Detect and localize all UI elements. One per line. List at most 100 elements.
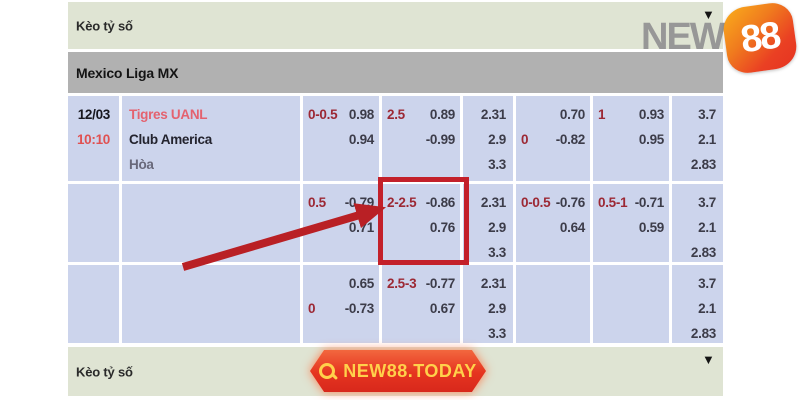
odds-label: 2.5	[387, 107, 405, 122]
odds-value: 0.98	[348, 107, 374, 122]
handicap-cell[interactable]: 0.5 -0.79 0.71	[303, 184, 379, 262]
over-under-cell[interactable]: 2.5-3 -0.77 0.67	[382, 265, 460, 343]
odds-line: 0.65	[303, 271, 379, 296]
league-title: Mexico Liga MX	[76, 64, 179, 81]
odds-line: 0.70	[516, 102, 590, 127]
handicap-cell[interactable]: 0-0.5 -0.76 0.64	[516, 184, 590, 262]
odds-label: 1	[598, 107, 606, 122]
odds-line: 0.64	[516, 215, 590, 240]
league-header-bar: Mexico Liga MX	[68, 52, 723, 93]
odds-value: 2.83	[690, 245, 716, 260]
date-cell	[68, 184, 119, 262]
odds-label: 0-0.5	[308, 107, 338, 122]
score-odds-header-bar: Kèo tỷ số	[68, 2, 723, 49]
handicap-cell[interactable]: 0.70 0 -0.82	[516, 96, 590, 181]
odds-value: -0.73	[344, 301, 375, 316]
odds-label: 0.5	[308, 195, 326, 210]
odds-line: 0.5-1 -0.71	[593, 190, 669, 215]
odds-1x2-cell[interactable]: 2.31 2.9 3.3	[463, 96, 513, 181]
odds-value: 2.1	[698, 301, 716, 316]
odds-line: 0.71	[303, 215, 379, 240]
odds-value: 3.3	[488, 326, 506, 341]
odds-label: 0-0.5	[521, 195, 551, 210]
odds-value: 2.9	[488, 132, 506, 147]
odds-value: 0.59	[638, 220, 664, 235]
site-button-wrap: NEW88.TODAY	[310, 350, 486, 392]
match-date: 12/03	[77, 107, 111, 122]
new88-logo-badge-number: 88	[738, 14, 782, 61]
teams-cell: Tigres UANL Club America Hòa	[122, 96, 300, 181]
new88-today-button-label: NEW88.TODAY	[343, 360, 477, 381]
score-odds-footer-title: Kèo tỷ số	[76, 364, 133, 379]
over-under-cell[interactable]: 1 0.93 0.95	[593, 96, 669, 181]
odds-line: 2-2.5 -0.86	[382, 190, 460, 215]
over-under-cell[interactable]	[593, 265, 669, 343]
date-cell	[68, 265, 119, 343]
odds-value: 2.31	[480, 195, 506, 210]
handicap-cell[interactable]: 0.65 0 -0.73	[303, 265, 379, 343]
odds-value: 0.71	[348, 220, 374, 235]
odds-value: 2.9	[488, 220, 506, 235]
score-odds-header-title: Kèo tỷ số	[76, 18, 133, 33]
odds-1x2-cell[interactable]: 3.7 2.1 2.83	[672, 96, 723, 181]
odds-1x2-cell[interactable]: 2.31 2.9 3.3	[463, 184, 513, 262]
handicap-cell[interactable]	[516, 265, 590, 343]
odds-value: 0.76	[429, 220, 455, 235]
over-under-cell[interactable]: 2.5 0.89 -0.99	[382, 96, 460, 181]
odds-value: 2.83	[690, 157, 716, 172]
odds-table: 12/03 10:10 Tigres UANL Club America Hòa 0-0.…	[68, 96, 723, 343]
odds-line: 2.5-3 -0.77	[382, 271, 460, 296]
collapse-top-chevron-down-icon[interactable]: ▼	[702, 7, 715, 22]
odds-value: 0.95	[638, 132, 664, 147]
date-cell: 12/03 10:10	[68, 96, 119, 181]
odds-label: 0	[308, 301, 316, 316]
odds-value: -0.86	[425, 195, 456, 210]
search-icon	[319, 363, 336, 379]
odds-value: -0.79	[344, 195, 375, 210]
odds-value: -0.76	[555, 195, 586, 210]
odds-1x2-cell[interactable]: 2.31 2.9 3.3	[463, 265, 513, 343]
odds-line: 1 0.93	[593, 102, 669, 127]
odds-1x2-cell[interactable]: 3.7 2.1 2.83	[672, 184, 723, 262]
odds-value: 2.1	[698, 220, 716, 235]
odds-value: 0.93	[638, 107, 664, 122]
odds-value: 3.7	[698, 276, 716, 291]
odds-value: 2.83	[690, 326, 716, 341]
odds-value: 0.65	[348, 276, 374, 291]
odds-line: 0.76	[382, 215, 460, 240]
odds-value: 0.94	[348, 132, 374, 147]
odds-value: -0.71	[634, 195, 665, 210]
odds-line: 0-0.5 0.98	[303, 102, 379, 127]
new88-logo-badge: 88	[720, 0, 800, 76]
odds-value: 0.89	[429, 107, 455, 122]
odds-value: -0.77	[425, 276, 456, 291]
odds-line: 0.95	[593, 127, 669, 152]
odds-line: 0 -0.73	[303, 296, 379, 321]
odds-line: 0.94	[303, 127, 379, 152]
odds-line: 0.5 -0.79	[303, 190, 379, 215]
team-name: Club America	[129, 132, 212, 147]
odds-value: 2.31	[480, 107, 506, 122]
odds-line: -0.99	[382, 127, 460, 152]
new88-today-button[interactable]: NEW88.TODAY	[310, 350, 486, 392]
odds-value: 0.64	[559, 220, 585, 235]
odds-label: 0.5-1	[598, 195, 628, 210]
over-under-cell[interactable]: 0.5-1 -0.71 0.59	[593, 184, 669, 262]
odds-line: 0.67	[382, 296, 460, 321]
new88-logo-text: NEW	[641, 16, 726, 58]
odds-value: -0.82	[555, 132, 586, 147]
odds-value: 3.3	[488, 245, 506, 260]
odds-1x2-cell[interactable]: 3.7 2.1 2.83	[672, 265, 723, 343]
odds-value: 0.70	[559, 107, 585, 122]
odds-value: 0.67	[429, 301, 455, 316]
team-name: Hòa	[129, 157, 154, 172]
teams-cell	[122, 184, 300, 262]
odds-label: 0	[521, 132, 529, 147]
collapse-bottom-chevron-down-icon[interactable]: ▼	[702, 352, 715, 367]
handicap-cell[interactable]: 0-0.5 0.98 0.94	[303, 96, 379, 181]
odds-value: -0.99	[425, 132, 456, 147]
over-under-cell[interactable]: 2-2.5 -0.86 0.76	[382, 184, 460, 262]
odds-value: 2.9	[488, 301, 506, 316]
match-time: 10:10	[76, 132, 110, 147]
